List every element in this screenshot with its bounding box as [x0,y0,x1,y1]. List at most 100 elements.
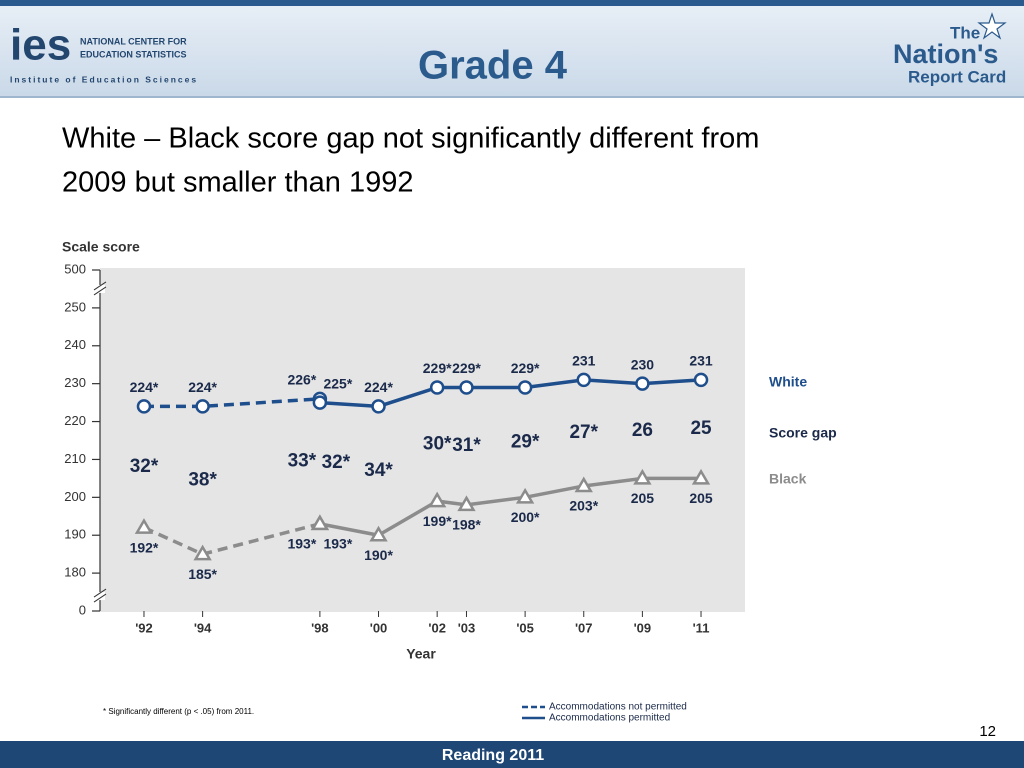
brand: Report Card [908,67,1006,86]
gap-label: 34* [364,460,393,481]
data-label: 226* [287,372,316,388]
x-tick-label: '02 [428,620,446,635]
data-label: 199* [423,513,452,529]
data-label: 205 [631,490,655,506]
data-label: 192* [130,539,159,555]
grade: Grade 4 [418,44,568,88]
point [429,380,445,395]
brand: The [950,23,980,42]
x-tick-label: '92 [135,620,153,635]
x-tick-label: '94 [194,620,212,635]
gap-label: 38* [188,469,217,490]
data-label: 185* [188,566,217,582]
gap-label: 33* [288,450,317,471]
data-label: 190* [364,547,393,563]
point [576,372,591,388]
org-sub: Institute of Education Sciences [10,74,198,84]
data-label: 229* [423,360,452,376]
footer: Reading 2011 [442,747,544,764]
data-label: 198* [452,517,481,533]
x-tick-label: '07 [575,620,593,635]
point [193,544,212,561]
axis-break [93,281,107,291]
point [457,495,476,512]
gap-label: 29* [511,431,540,452]
logo: ies [10,21,71,70]
slide-title: 2009 but smaller than 1992 [62,167,413,199]
data-label: 229* [511,360,540,376]
point [633,468,652,485]
point [136,399,152,414]
x-axis-label: Year [406,646,436,662]
point [459,380,474,395]
series-line [319,378,702,409]
data-label: 203* [569,498,598,514]
point [427,491,447,508]
gap-label: 31* [452,435,481,456]
y-tick-label: 220 [64,413,86,428]
legend-entry: Accommodations not permitted [549,702,687,713]
org-line: NATIONAL CENTER FOR [80,36,187,46]
data-label: 229* [452,360,481,376]
data-label: 231 [572,353,596,369]
x-tick-label: '00 [370,620,388,635]
point [515,487,535,504]
org-line: EDUCATION STATISTICS [80,49,187,59]
point [635,376,650,391]
legend-entry: Score gap [769,425,837,441]
axis-break [93,593,107,603]
point [691,468,711,485]
point [195,399,210,414]
data-label: 224* [130,379,159,395]
y-tick-label: 250 [64,299,86,314]
x-tick-label: '11 [693,620,710,635]
header-rule [0,96,1024,98]
data-label: 205 [689,490,713,506]
x-tick-label: '03 [458,620,476,635]
data-label: 193* [323,536,352,552]
gap-label: 30* [423,433,452,454]
x-tick-label: '05 [516,620,534,635]
y-axis-label: Scale score [62,239,140,255]
series-line [319,476,702,538]
data-label: 224* [188,379,217,395]
y-tick-label: 240 [64,337,86,352]
legend-entry: Black [769,471,807,487]
header-stripe [0,0,1024,6]
gap-label: 25 [690,418,712,439]
axis-break [93,588,107,598]
star [977,12,1007,40]
x-tick-label: '98 [311,620,329,635]
point [371,399,386,414]
point [517,380,533,395]
axis-break-gap [95,592,105,601]
brand: Nation's [893,39,998,69]
slide-title: White – Black score gap not significantl… [62,123,759,155]
y-tick-label: 200 [64,489,86,504]
data-label: 224* [364,379,393,395]
point [369,525,388,542]
page-number: 12 [979,723,996,740]
y-tick-label: 230 [64,375,86,390]
legend-entry: Accommodations permitted [549,713,670,724]
series-line [143,397,320,409]
data-label: 225* [323,375,352,391]
point [574,476,593,493]
y-tick-label: 210 [64,451,86,466]
legend-entry: White [769,374,807,390]
point [312,395,328,410]
footer-band [0,741,1024,768]
data-label: 231 [689,353,713,369]
axis-break-gap [95,284,105,293]
footnote: * Significantly different (p < .05) from… [103,707,254,716]
y-tick-label: 180 [64,565,86,580]
point [310,514,330,531]
gap-label: 32* [130,456,159,477]
data-label: 230 [631,356,655,372]
data-label: 193* [287,536,316,552]
data-label: 200* [511,509,540,525]
y-tick-label: 190 [64,527,86,542]
point [693,372,709,388]
header-band [0,0,1024,98]
